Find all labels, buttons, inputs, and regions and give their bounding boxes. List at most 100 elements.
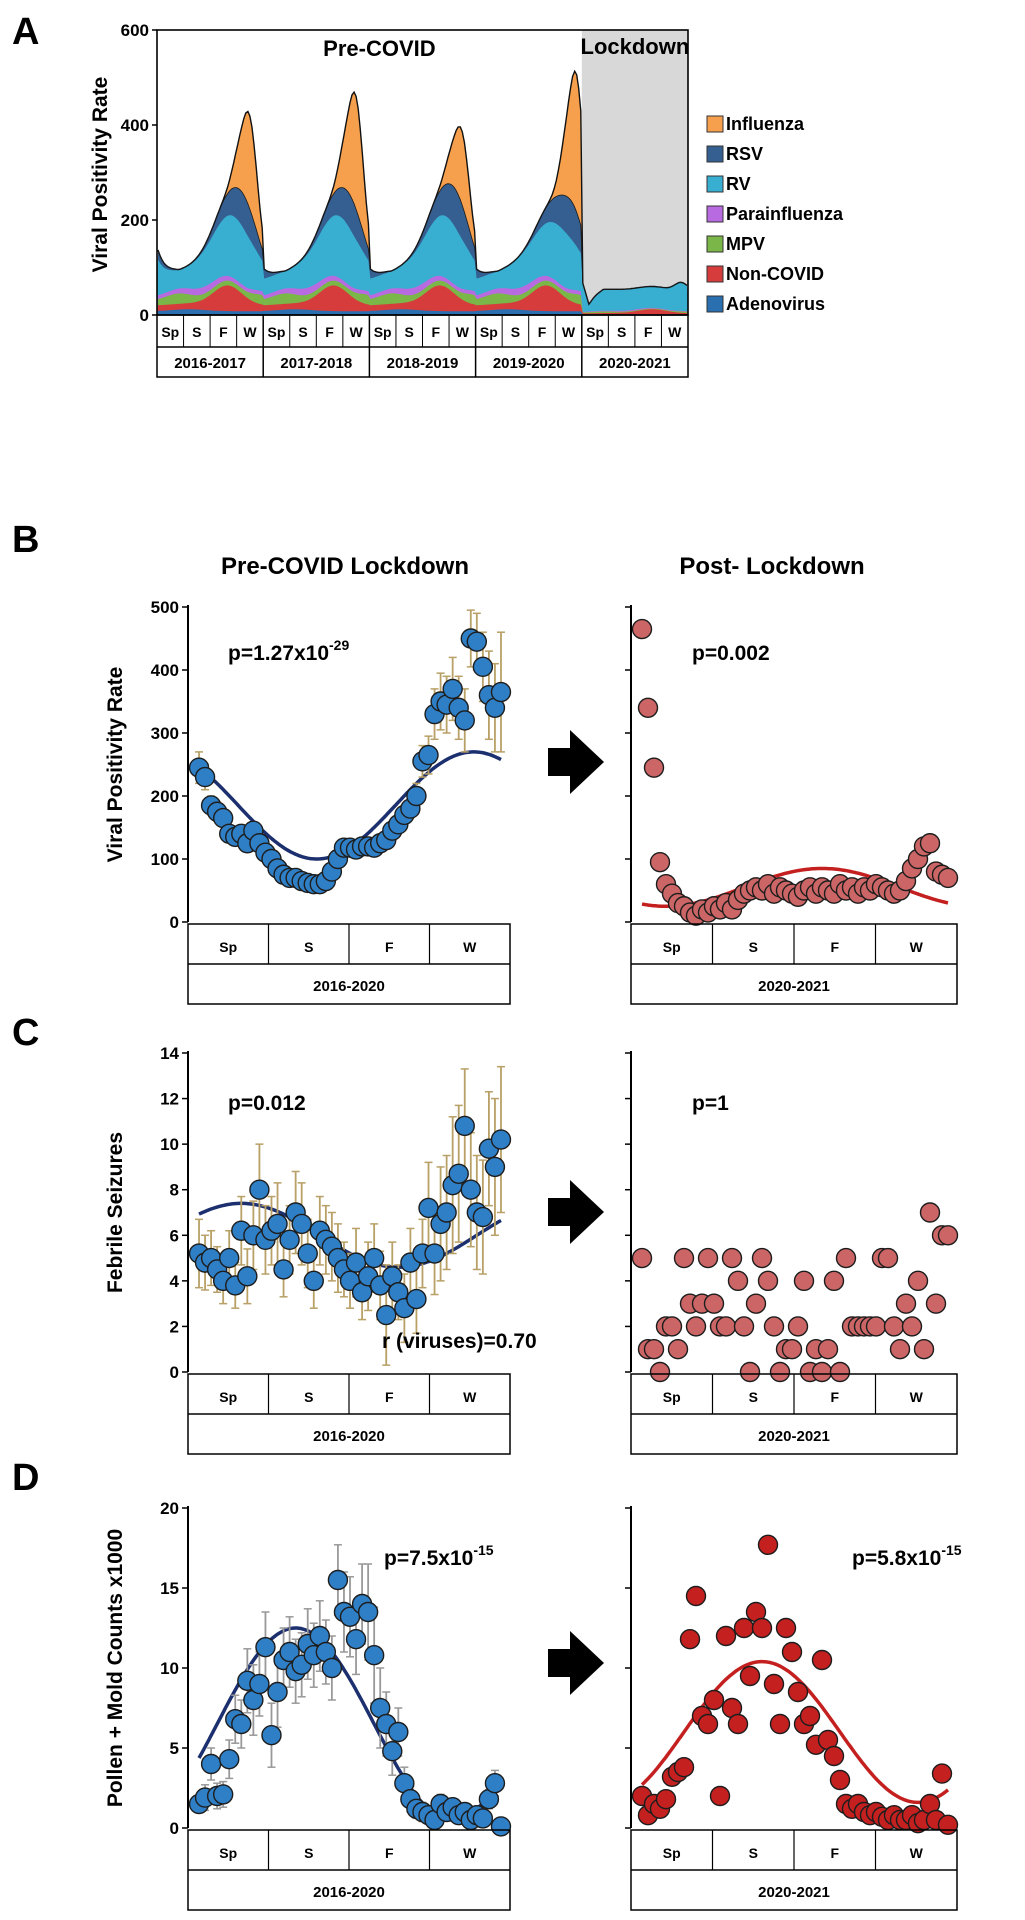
y-tick-label: 0 [170, 1819, 179, 1838]
season-label: W [668, 324, 682, 340]
data-point [721, 1247, 743, 1269]
season-label: Sp [268, 324, 286, 340]
data-point [763, 1316, 785, 1337]
data-point [631, 618, 653, 640]
year-label: 2020-2021 [758, 1884, 830, 1901]
data-point [877, 1247, 899, 1269]
data-point [249, 1673, 270, 1695]
y-tick-label: 15 [160, 1579, 179, 1598]
data-point [297, 1243, 318, 1264]
season-label: W [910, 939, 924, 955]
y-tick-label: 0 [140, 306, 149, 325]
season-label: F [385, 1389, 394, 1405]
legend-label: RV [726, 174, 751, 194]
y-axis-title: Viral Positivity Rate [104, 667, 127, 863]
legend-swatch [706, 265, 724, 283]
season-label: S [304, 1845, 313, 1861]
lockdown-label: Lockdown [581, 34, 690, 59]
data-point [490, 1129, 512, 1150]
legend-swatch [706, 205, 724, 223]
data-point [799, 1705, 821, 1727]
data-point [703, 1293, 725, 1314]
data-point [267, 1681, 288, 1703]
data-point [406, 1288, 427, 1310]
y-axis-title: Viral Positivity Rate [89, 77, 112, 273]
season-label: F [325, 324, 334, 340]
panel-letter-C: C [12, 1012, 39, 1054]
data-point [454, 710, 475, 731]
data-point [781, 1339, 803, 1360]
data-point [649, 1361, 671, 1383]
data-point [472, 1206, 494, 1228]
data-point [273, 1259, 294, 1280]
data-point [194, 766, 216, 788]
p-value-annotation: p=1.27x10-29 [228, 637, 349, 665]
panel-a-chart: 0 200 400 600 Viral Positivity Rate Pre-COVID… [89, 21, 844, 378]
data-point [448, 1163, 469, 1184]
data-point [279, 1641, 300, 1663]
season-label: F [830, 1389, 839, 1405]
data-point [919, 1202, 941, 1223]
data-point [200, 1753, 222, 1775]
y-tick-label: 0 [170, 913, 179, 932]
data-point [937, 1225, 959, 1246]
data-point [685, 1316, 707, 1337]
data-point [775, 1617, 797, 1639]
panel-letter-B: B [12, 519, 39, 561]
data-point [673, 1247, 695, 1269]
data-point [751, 1617, 773, 1639]
season-label: S [749, 1845, 758, 1861]
data-point [685, 1585, 707, 1607]
data-point [466, 631, 488, 652]
year-label: 2016-2017 [174, 355, 246, 372]
data-point [865, 1316, 887, 1337]
data-point [436, 1202, 457, 1223]
year-label: 2019-2020 [493, 355, 565, 372]
data-point [442, 678, 463, 700]
data-point [907, 1270, 929, 1292]
season-label: F [830, 1845, 839, 1861]
data-point [212, 1784, 234, 1805]
data-point [829, 1361, 851, 1383]
correlation-annotation: r (viruses)=0.70 [382, 1330, 537, 1353]
data-point [823, 1270, 845, 1292]
data-point [631, 1247, 653, 1269]
data-point [823, 1745, 845, 1767]
data-point [484, 1772, 506, 1794]
season-label: Sp [663, 939, 681, 955]
data-point [327, 1569, 349, 1591]
data-point [219, 1748, 240, 1770]
season-label: Sp [219, 1389, 237, 1405]
legend-label: Parainfluenza [726, 204, 844, 224]
panel-c-charts: 0 2 4 6 8 10 12 14 Febrile Seizures p=0.012 r (vir… [104, 1044, 959, 1455]
year-label: 2018-2019 [387, 355, 459, 372]
data-point [937, 867, 959, 889]
legend-label: Influenza [726, 114, 805, 134]
data-point [763, 1673, 785, 1695]
data-point [267, 1213, 288, 1235]
data-point [219, 1247, 240, 1269]
season-label: S [405, 324, 414, 340]
season-label: W [562, 324, 576, 340]
data-point [661, 1316, 683, 1337]
y-tick-label: 14 [160, 1044, 179, 1063]
season-label: S [192, 324, 201, 340]
data-point [703, 1689, 725, 1711]
data-point [472, 1808, 494, 1829]
y-tick-label: 0 [170, 1363, 179, 1382]
y-tick-label: 4 [170, 1272, 180, 1291]
panel-letter-D: D [12, 1457, 39, 1499]
season-label: S [617, 324, 626, 340]
y-axis-title: Pollen + Mold Counts x1000 [104, 1529, 127, 1807]
arrow-right-icon [548, 730, 604, 794]
data-point [697, 1247, 719, 1269]
data-point [733, 1617, 755, 1639]
year-label: 2020-2021 [758, 1428, 830, 1445]
data-point [249, 1179, 270, 1200]
area-non-covid [157, 285, 688, 315]
y-axis-title: Febrile Seizures [104, 1132, 127, 1293]
data-point [937, 1814, 959, 1836]
data-point [925, 1293, 947, 1314]
data-point [649, 851, 671, 873]
data-point [490, 1816, 512, 1837]
